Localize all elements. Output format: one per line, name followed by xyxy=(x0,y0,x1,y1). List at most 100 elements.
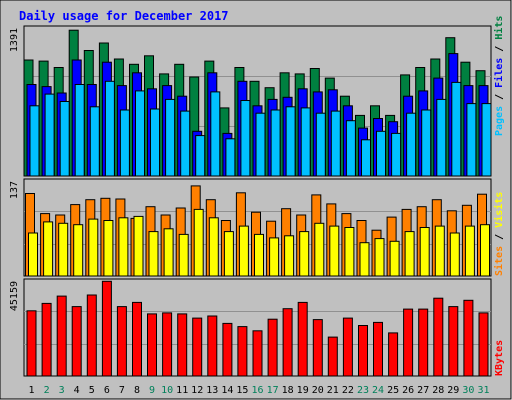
day-label-22: 22 xyxy=(342,385,354,396)
visits-bar-sites-day-1 xyxy=(28,232,38,277)
visits-panel: 137 Sites / Visits xyxy=(9,178,505,277)
day-label-17: 17 xyxy=(267,385,279,396)
legend-entry-pages: Pages xyxy=(494,106,505,136)
kbytes-bar-kbytes-day-4 xyxy=(71,306,82,377)
kbytes-bar-kbytes-day-28 xyxy=(433,297,444,377)
visits-bar-sites-day-11 xyxy=(178,233,189,277)
day-label-26: 26 xyxy=(402,385,414,396)
visits-bar-sites-day-14 xyxy=(223,231,234,277)
kbytes-bar-kbytes-day-29 xyxy=(448,306,459,377)
day-label-27: 27 xyxy=(417,385,429,396)
hits-bar-pages-day-5 xyxy=(89,106,100,177)
visits-bar-sites-day-15 xyxy=(238,225,249,277)
hits-bar-pages-day-7 xyxy=(119,109,130,177)
visits-bar-sites-day-19 xyxy=(299,231,310,277)
chart-title: Daily usage for December 2017 xyxy=(19,9,229,23)
day-label-4: 4 xyxy=(74,385,80,396)
day-label-31: 31 xyxy=(477,385,489,396)
kbytes-bar-kbytes-day-26 xyxy=(403,308,414,377)
hits-bar-pages-day-26 xyxy=(406,112,417,177)
day-label-14: 14 xyxy=(221,385,233,396)
visits-bar-sites-day-30 xyxy=(464,225,475,277)
day-label-25: 25 xyxy=(387,385,399,396)
visits-max-label: 137 xyxy=(9,181,20,199)
day-label-20: 20 xyxy=(312,385,324,396)
kbytes-bar-kbytes-day-22 xyxy=(342,317,353,377)
day-label-29: 29 xyxy=(447,385,459,396)
legend-entry-kbytes: KBytes xyxy=(494,340,505,376)
kbytes-bar-kbytes-day-15 xyxy=(237,326,248,377)
hits-bar-pages-day-11 xyxy=(180,110,191,177)
day-label-8: 8 xyxy=(134,385,140,396)
hits-bar-pages-day-9 xyxy=(150,108,160,177)
day-label-3: 3 xyxy=(59,385,65,396)
kbytes-bar-kbytes-day-21 xyxy=(327,336,338,377)
hits-bar-pages-day-2 xyxy=(44,93,55,177)
kbytes-bar-kbytes-day-14 xyxy=(222,322,233,377)
kbytes-bar-kbytes-day-7 xyxy=(116,306,127,377)
kbytes-bar-kbytes-day-2 xyxy=(41,302,52,377)
hits-bar-pages-day-20 xyxy=(315,112,326,177)
visits-bar-sites-day-3 xyxy=(58,222,69,277)
kbytes-bar-kbytes-day-3 xyxy=(56,295,67,377)
day-label-12: 12 xyxy=(191,385,203,396)
visits-bar-sites-day-8 xyxy=(133,215,144,277)
day-label-19: 19 xyxy=(297,385,309,396)
day-label-1: 1 xyxy=(28,385,34,396)
visits-bar-sites-day-6 xyxy=(103,220,114,277)
day-label-7: 7 xyxy=(119,385,125,396)
day-label-9: 9 xyxy=(149,385,155,396)
visits-bar-sites-day-5 xyxy=(88,218,99,277)
kbytes-bar-kbytes-day-9 xyxy=(147,313,157,377)
day-label-10: 10 xyxy=(161,385,173,396)
visits-bar-sites-day-23 xyxy=(359,242,370,277)
hits-bar-pages-day-29 xyxy=(451,81,462,177)
day-label-16: 16 xyxy=(251,385,263,396)
day-label-24: 24 xyxy=(372,385,384,396)
day-label-30: 30 xyxy=(462,385,474,396)
hits-bar-pages-day-30 xyxy=(466,103,477,177)
hits-bar-pages-day-12 xyxy=(195,135,206,177)
hits-bar-pages-day-19 xyxy=(300,107,311,177)
hits-bar-pages-day-24 xyxy=(376,130,386,177)
visits-legend: Sites / Visits xyxy=(493,192,505,276)
day-label-5: 5 xyxy=(89,385,95,396)
visits-bar-sites-day-31 xyxy=(480,224,490,277)
visits-bar-sites-day-25 xyxy=(389,240,400,277)
hits-bar-pages-day-3 xyxy=(59,101,70,177)
kbytes-legend: KBytes xyxy=(494,340,505,376)
visits-bar-sites-day-7 xyxy=(118,217,129,277)
hits-bar-pages-day-28 xyxy=(436,98,447,177)
kbytes-bar-kbytes-day-27 xyxy=(418,308,429,377)
hits-bar-pages-day-23 xyxy=(361,139,371,177)
kbytes-bar-kbytes-day-19 xyxy=(297,301,308,377)
kbytes-bar-kbytes-day-16 xyxy=(252,330,263,377)
visits-bar-sites-day-24 xyxy=(374,238,385,277)
hits-bar-pages-day-15 xyxy=(240,100,251,177)
day-label-6: 6 xyxy=(104,385,110,396)
hits-bar-pages-day-16 xyxy=(255,112,266,177)
visits-bar-sites-day-16 xyxy=(254,233,264,277)
legend-separator: / xyxy=(494,228,505,246)
kbytes-bar-kbytes-day-6 xyxy=(101,280,112,377)
hits-legend: Pages / Files / Hits xyxy=(493,16,505,136)
kbytes-max-label: 45159 xyxy=(9,281,20,311)
visits-bar-sites-day-28 xyxy=(434,225,445,277)
kbytes-bar-kbytes-day-11 xyxy=(177,313,188,377)
legend-entry-hits: Hits xyxy=(493,16,505,40)
day-label-23: 23 xyxy=(357,385,369,396)
visits-bar-sites-day-18 xyxy=(284,235,295,277)
kbytes-bar-kbytes-day-24 xyxy=(373,321,383,377)
visits-bar-sites-day-10 xyxy=(163,228,174,277)
visits-bar-sites-day-12 xyxy=(193,208,204,277)
hits-bar-pages-day-1 xyxy=(29,105,40,177)
kbytes-bar-kbytes-day-8 xyxy=(132,301,142,377)
day-label-28: 28 xyxy=(432,385,444,396)
visits-bar-sites-day-21 xyxy=(329,225,340,277)
day-label-2: 2 xyxy=(44,385,50,396)
visits-bar-sites-day-29 xyxy=(449,232,460,277)
hits-bar-pages-day-25 xyxy=(391,132,402,177)
day-label-18: 18 xyxy=(282,385,294,396)
kbytes-bar-kbytes-day-23 xyxy=(358,325,368,377)
kbytes-bar-kbytes-day-30 xyxy=(463,299,474,377)
